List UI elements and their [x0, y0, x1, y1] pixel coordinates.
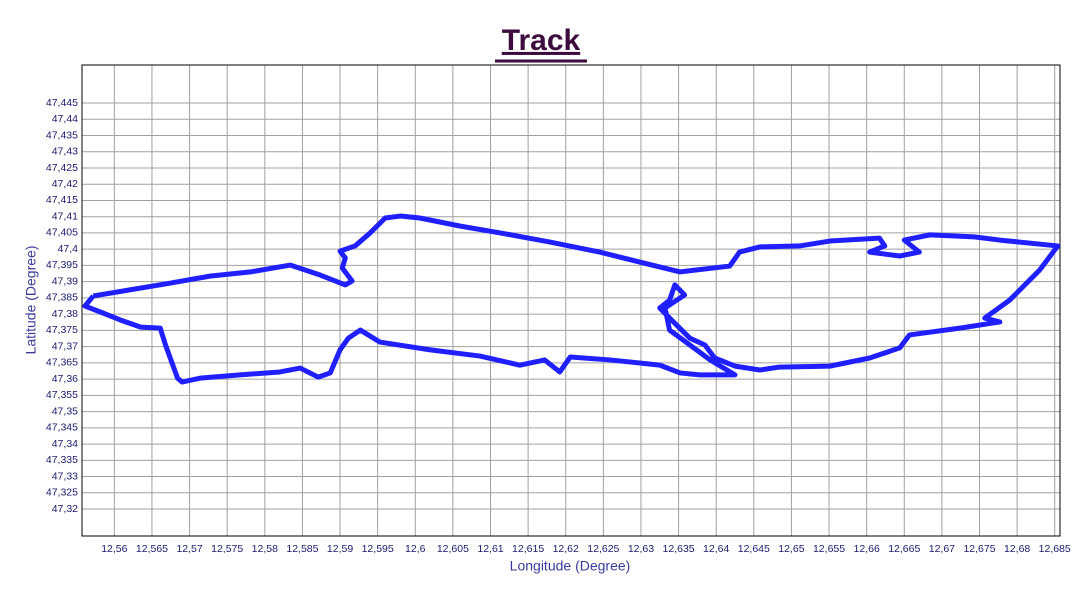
x-tick-label: 12,665: [888, 543, 920, 555]
y-tick-label: 47,32: [52, 503, 78, 515]
x-tick-label: 12,68: [1004, 543, 1030, 555]
y-tick-label: 47,385: [46, 292, 78, 304]
y-axis-label: Latitude (Degree): [23, 246, 39, 355]
x-tick-label: 12,56: [101, 543, 127, 555]
y-tick-label: 47,36: [52, 373, 78, 385]
x-tick-label: 12,59: [327, 543, 353, 555]
y-tick-label: 47,415: [46, 194, 78, 206]
x-tick-label: 12,685: [1039, 543, 1071, 555]
y-tick-label: 47,43: [52, 146, 78, 158]
plot-frame: [81, 64, 1061, 537]
x-axis-label: Longitude (Degree): [510, 558, 631, 574]
x-tick-label: 12,6: [405, 543, 426, 555]
y-tick-label: 47,41: [52, 210, 78, 222]
x-tick-label: 12,655: [813, 543, 845, 555]
x-tick-label: 12,585: [286, 543, 318, 555]
x-tick-label: 12,67: [929, 543, 955, 555]
x-tick-label: 12,645: [738, 543, 770, 555]
x-tick-label: 12,62: [553, 543, 579, 555]
x-tick-label: 12,615: [512, 543, 544, 555]
x-tick-label: 12,635: [663, 543, 695, 555]
y-tick-label: 47,44: [52, 113, 78, 125]
y-tick-label: 47,34: [52, 438, 78, 450]
x-tick-label: 12,65: [778, 543, 804, 555]
y-tick-label: 47,395: [46, 259, 78, 271]
y-tick-label: 47,375: [46, 324, 78, 336]
x-tick-label: 12,625: [587, 543, 619, 555]
track-line: [82, 213, 1061, 385]
x-tick-label: 12,58: [252, 543, 278, 555]
y-tick-label: 47,35: [52, 405, 78, 417]
x-tick-label: 12,675: [963, 543, 995, 555]
y-tick-label: 47,355: [46, 389, 78, 401]
y-tick-label: 47,345: [46, 422, 78, 434]
y-tick-label: 47,445: [46, 97, 78, 109]
x-tick-label: 12,61: [477, 543, 503, 555]
x-tick-label: 12,565: [136, 543, 168, 555]
x-tick-label: 12,57: [176, 543, 202, 555]
y-tick-label: 47,405: [46, 227, 78, 239]
y-tick-label: 47,365: [46, 357, 78, 369]
y-tick-label: 47,38: [52, 308, 78, 320]
x-tick-label: 12,64: [703, 543, 729, 555]
y-tick-label: 47,425: [46, 162, 78, 174]
y-tick-label: 47,37: [52, 340, 78, 352]
y-tick-label: 47,4: [58, 243, 79, 255]
y-tick-label: 47,42: [52, 178, 78, 190]
chart-title: Track: [502, 24, 581, 57]
y-tick-label: 47,33: [52, 470, 78, 482]
y-tick-label: 47,335: [46, 454, 78, 466]
x-tick-label: 12,595: [362, 543, 394, 555]
x-tick-label: 12,605: [437, 543, 469, 555]
x-tick-label: 12,66: [854, 543, 880, 555]
x-tick-label: 12,575: [211, 543, 243, 555]
y-tick-label: 47,325: [46, 487, 78, 499]
y-tick-label: 47,435: [46, 129, 78, 141]
x-tick-label: 12,63: [628, 543, 654, 555]
y-tick-label: 47,39: [52, 275, 78, 287]
grid: [82, 65, 1060, 536]
